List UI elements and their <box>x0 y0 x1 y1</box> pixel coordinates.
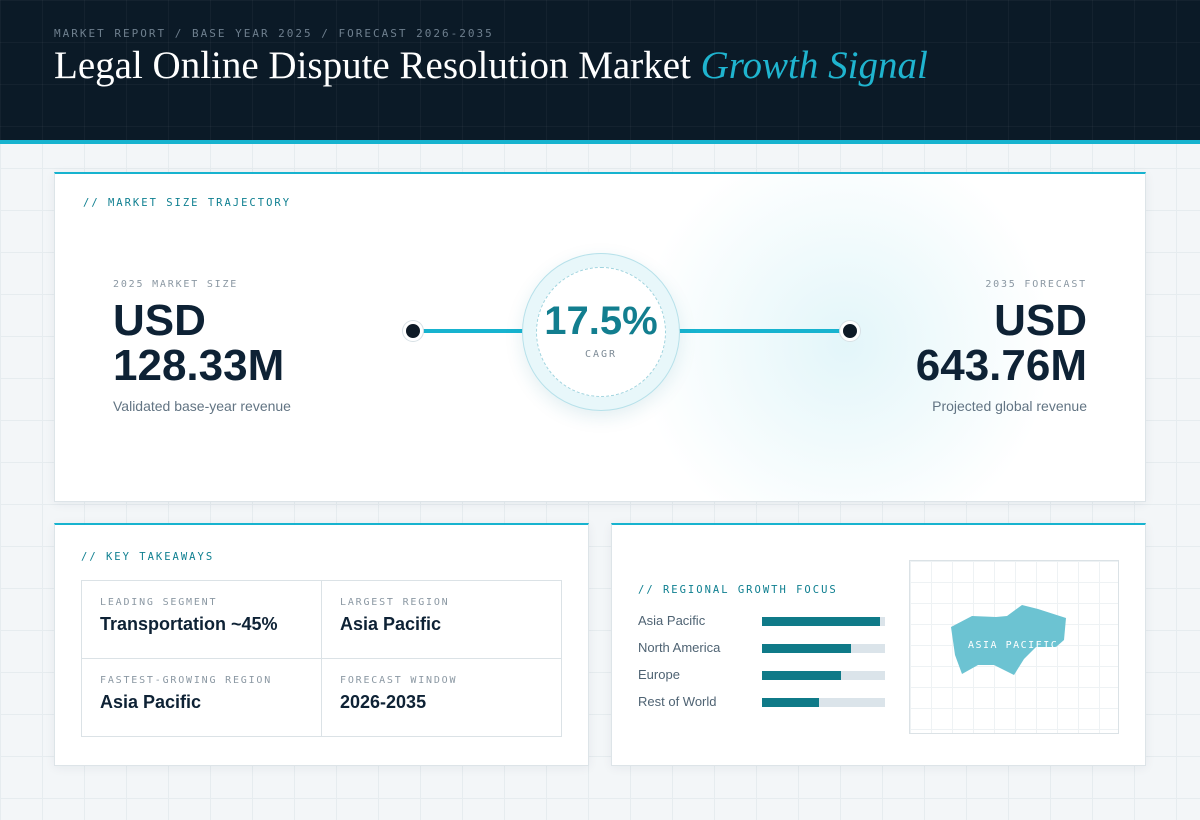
regional-section-label: // REGIONAL GROWTH FOCUS <box>638 584 838 596</box>
page-title: Legal Online Dispute Resolution Market G… <box>54 43 928 88</box>
region-name: Asia Pacific <box>638 613 706 628</box>
cagr-value: 17.5% <box>544 299 658 343</box>
report-header: MARKET REPORT / BASE YEAR 2025 / FORECAS… <box>0 0 1200 144</box>
region-name: North America <box>638 640 721 655</box>
region-bar-row: North America <box>638 639 888 666</box>
takeaway-fastest-growing-region: FASTEST-GROWING REGION Asia Pacific <box>82 659 322 737</box>
takeaway-label: FASTEST-GROWING REGION <box>100 675 273 686</box>
takeaway-value: 2026-2035 <box>340 692 427 712</box>
trajectory-section-label: // MARKET SIZE TRAJECTORY <box>83 197 292 209</box>
takeaway-value: Asia Pacific <box>340 614 442 634</box>
map-region-label: ASIA PACIFIC <box>968 640 1059 651</box>
region-bar-fill <box>762 671 841 680</box>
base-year-note: Validated base-year revenue <box>113 398 291 414</box>
region-bar-track <box>762 671 885 680</box>
region-bar-row: Europe <box>638 666 888 693</box>
forecast-amount: 643.76M <box>915 341 1087 390</box>
region-bar-track <box>762 644 885 653</box>
title-accent: Growth Signal <box>700 44 928 87</box>
trajectory-end-dot <box>840 321 860 341</box>
base-year-value: USD 128.33M <box>113 298 291 388</box>
asia-pacific-region <box>951 605 1066 675</box>
cagr-inner-circle: 17.5% CAGR <box>536 267 666 397</box>
region-bar-track <box>762 617 885 626</box>
takeaways-section-label: // KEY TAKEAWAYS <box>81 551 215 563</box>
base-year-stat: 2025 MARKET SIZE USD 128.33M Validated b… <box>113 279 291 414</box>
region-bar-fill <box>762 617 881 626</box>
region-bar-fill <box>762 644 851 653</box>
forecast-stat: 2035 FORECAST USD 643.76M Projected glob… <box>916 279 1087 414</box>
takeaway-value: Transportation ~45% <box>100 614 278 634</box>
title-main: Legal Online Dispute Resolution Market <box>54 44 691 87</box>
takeaway-forecast-window: FORECAST WINDOW 2026-2035 <box>322 659 562 737</box>
takeaway-label: LARGEST REGION <box>340 597 450 608</box>
market-size-trajectory-card: // MARKET SIZE TRAJECTORY 2025 MARKET SI… <box>54 172 1146 502</box>
base-year-currency: USD <box>113 296 206 345</box>
region-bar-track <box>762 698 885 707</box>
takeaway-largest-region: LARGEST REGION Asia Pacific <box>322 581 562 659</box>
report-eyebrow: MARKET REPORT / BASE YEAR 2025 / FORECAS… <box>54 27 494 40</box>
takeaway-leading-segment: LEADING SEGMENT Transportation ~45% <box>82 581 322 659</box>
regional-bars: Asia Pacific North America Europe Rest o… <box>638 612 888 720</box>
region-name: Europe <box>638 667 680 682</box>
base-year-label: 2025 MARKET SIZE <box>113 279 239 290</box>
region-bar-row: Rest of World <box>638 693 888 720</box>
key-takeaways-card: // KEY TAKEAWAYS LEADING SEGMENT Transpo… <box>54 523 589 766</box>
forecast-note: Projected global revenue <box>932 398 1087 414</box>
cagr-badge: 17.5% CAGR <box>522 253 680 411</box>
region-map: ASIA PACIFIC <box>909 560 1119 734</box>
takeaway-value: Asia Pacific <box>100 692 202 712</box>
takeaway-label: FORECAST WINDOW <box>340 675 458 686</box>
region-name: Rest of World <box>638 694 717 709</box>
takeaways-grid: LEADING SEGMENT Transportation ~45% LARG… <box>81 580 562 737</box>
asia-pacific-map-shape <box>951 605 1066 675</box>
base-year-amount: 128.33M <box>113 341 285 390</box>
forecast-currency: USD <box>994 296 1087 345</box>
takeaway-label: LEADING SEGMENT <box>100 597 218 608</box>
region-bar-row: Asia Pacific <box>638 612 888 639</box>
trajectory-start-dot <box>403 321 423 341</box>
forecast-label: 2035 FORECAST <box>985 279 1087 290</box>
regional-growth-card: // REGIONAL GROWTH FOCUS Asia Pacific No… <box>611 523 1146 766</box>
forecast-value: USD 643.76M <box>916 298 1087 388</box>
cagr-label: CAGR <box>584 349 618 360</box>
region-bar-fill <box>762 698 819 707</box>
